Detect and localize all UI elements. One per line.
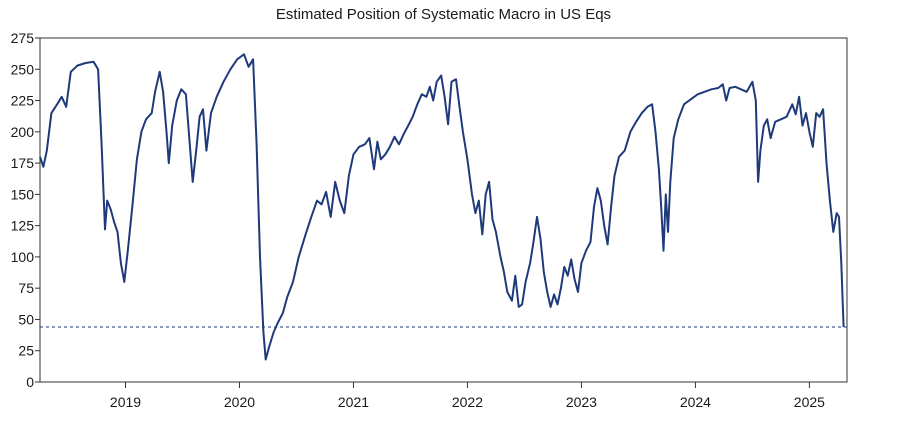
x-tick-label: 2024	[680, 394, 711, 410]
y-tick-label: 25	[18, 343, 34, 359]
chart-title: Estimated Position of Systematic Macro i…	[275, 6, 612, 23]
x-tick-label: 2022	[452, 394, 483, 410]
x-tick-label: 2020	[224, 394, 255, 410]
x-axis: 2019 2020 2021 2022 2023 2024 2025	[110, 382, 825, 410]
y-tick-label: 150	[11, 186, 35, 202]
y-tick-label: 200	[11, 124, 35, 140]
series-line	[39, 53, 845, 361]
y-tick-label: 125	[11, 218, 35, 234]
y-tick-label: 225	[11, 93, 35, 109]
y-axis: 0 25 50 75 100 125 150 175 200 225 250 275	[11, 30, 40, 390]
x-tick-label: 2019	[110, 394, 141, 410]
plot-frame	[39, 37, 848, 383]
y-tick-label: 75	[18, 280, 34, 296]
x-tick-label: 2021	[338, 394, 369, 410]
y-tick-label: 275	[11, 30, 35, 46]
x-tick-label: 2023	[566, 394, 597, 410]
x-tick-label: 2025	[794, 394, 825, 410]
y-tick-label: 50	[18, 311, 34, 327]
y-tick-label: 250	[11, 61, 35, 77]
y-tick-label: 100	[11, 249, 35, 265]
y-tick-label: 175	[11, 155, 35, 171]
y-tick-label: 0	[26, 374, 34, 390]
